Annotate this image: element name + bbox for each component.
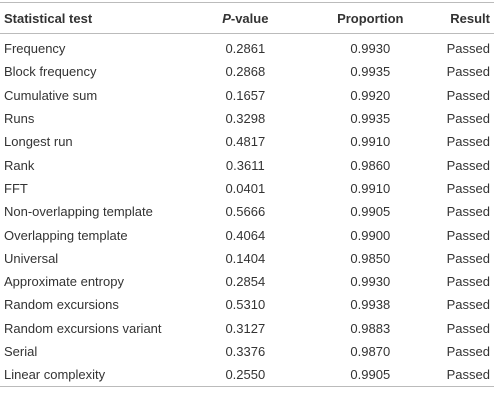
table-cell: 0.9850 bbox=[350, 250, 391, 266]
table-header: Statistical test P-value Proportion Result bbox=[0, 2, 494, 34]
table-cell: Passed bbox=[446, 367, 490, 383]
table-cell: 0.9870 bbox=[350, 344, 391, 359]
table-cell: 0.3611 bbox=[225, 157, 265, 173]
table-cell: 0.1657 bbox=[225, 87, 266, 103]
table-cell: 0.2868 bbox=[225, 64, 266, 80]
table-cell: Passed bbox=[446, 320, 490, 336]
table-cell: Passed bbox=[446, 64, 490, 80]
table-cell: Passed bbox=[446, 250, 490, 266]
table-cell: 0.9920 bbox=[350, 87, 391, 103]
table-cell: 0.4817 bbox=[225, 134, 266, 150]
table-cell: Overlapping template bbox=[4, 227, 128, 243]
table-cell: 0.2861 bbox=[225, 41, 266, 57]
table-cell: 0.9910 bbox=[350, 134, 391, 150]
table-cell: 0.3298 bbox=[225, 111, 266, 127]
table-cell: Random excursions bbox=[4, 297, 119, 313]
table-cell: Passed bbox=[446, 204, 490, 220]
table-cell: Passed bbox=[446, 227, 490, 243]
table-cell: Universal bbox=[4, 250, 59, 266]
table-cell: Passed bbox=[446, 134, 490, 150]
table-cell: Cumulative sum bbox=[4, 87, 98, 103]
table-cell: 0.3127 bbox=[225, 320, 266, 336]
table-cell: 0.9905 bbox=[350, 367, 391, 383]
table-row: FFT 0.0401 0.9910 Passed bbox=[0, 177, 494, 200]
results-table: Statistical test P-value Proportion Result … bbox=[0, 2, 494, 387]
table-cell: 0.9935 bbox=[350, 111, 391, 127]
table-cell: Passed bbox=[446, 41, 490, 57]
table-cell: Non-overlapping template bbox=[4, 204, 153, 220]
table-cell: 0.5666 bbox=[225, 204, 266, 220]
table-cell: 0.9900 bbox=[350, 227, 391, 243]
header-cell: Statistical test bbox=[4, 10, 93, 26]
table-cell: Longest run bbox=[4, 134, 73, 150]
table-row: Serial 0.3376 0.9870 Passed bbox=[0, 340, 494, 363]
table-cell: Random excursions variant bbox=[4, 320, 162, 336]
table-cell: Passed bbox=[446, 344, 490, 359]
table-row: Random excursions 0.5310 0.9938 Passed bbox=[0, 293, 494, 316]
table-cell: Block frequency bbox=[4, 64, 97, 80]
table-row: Rank 0.3611 0.9860 Passed bbox=[0, 153, 494, 176]
table-body: Frequency 0.2861 0.9930 Passed Block frequen… bbox=[0, 34, 494, 387]
table-cell: Serial bbox=[4, 344, 38, 359]
table-cell: 0.1404 bbox=[225, 250, 266, 266]
table-cell: 0.4064 bbox=[225, 227, 266, 243]
table-cell: 0.0401 bbox=[225, 180, 266, 196]
table-cell: 0.9930 bbox=[350, 41, 391, 57]
table-cell: Passed bbox=[446, 297, 490, 313]
table-cell: 0.2854 bbox=[225, 274, 266, 290]
table-row: Runs 0.3298 0.9935 Passed bbox=[0, 107, 494, 130]
table-cell: Frequency bbox=[4, 41, 66, 57]
table-cell: FFT bbox=[4, 180, 28, 196]
header-row: Statistical test P-value Proportion Result bbox=[0, 2, 494, 34]
table-cell: Passed bbox=[446, 180, 490, 196]
table-cell: 0.9938 bbox=[350, 297, 391, 313]
table-cell: 0.5310 bbox=[225, 297, 266, 313]
table-cell: 0.9905 bbox=[350, 204, 391, 220]
table-row: Cumulative sum 0.1657 0.9920 Passed bbox=[0, 84, 494, 107]
table-cell: Runs bbox=[4, 111, 35, 127]
table-cell: 0.9935 bbox=[350, 64, 391, 80]
header-cell: P-value bbox=[193, 3, 298, 34]
header-cell: Proportion bbox=[337, 10, 404, 26]
table-cell: Passed bbox=[446, 157, 490, 173]
table-row: Longest run 0.4817 0.9910 Passed bbox=[0, 130, 494, 153]
table-row: Linear complexity 0.2550 0.9905 Passed bbox=[0, 363, 494, 387]
table-cell: Passed bbox=[446, 87, 490, 103]
table-cell: Passed bbox=[446, 274, 490, 290]
table-cell: Linear complexity bbox=[4, 367, 106, 383]
table-row: Random excursions variant 0.3127 0.9883 Pas… bbox=[0, 317, 494, 340]
table-row: Approximate entropy 0.2854 0.9930 Passed bbox=[0, 270, 494, 293]
table-cell: Rank bbox=[4, 157, 35, 173]
table-row: Universal 0.1404 0.9850 Passed bbox=[0, 247, 494, 270]
header-cell: Result bbox=[450, 10, 490, 26]
table-cell: Passed bbox=[446, 111, 490, 127]
table-row: Non-overlapping template 0.5666 0.9905 Pass… bbox=[0, 200, 494, 223]
table-cell: 0.9910 bbox=[350, 180, 391, 196]
header-text: -value bbox=[230, 10, 269, 26]
table-cell: Approximate entropy bbox=[4, 274, 124, 290]
table-cell: 0.9883 bbox=[350, 320, 391, 336]
header-text: P bbox=[222, 10, 231, 26]
table-cell: 0.3376 bbox=[225, 344, 266, 359]
table-row: Block frequency 0.2868 0.9935 Passed bbox=[0, 60, 494, 83]
table-cell: 0.9930 bbox=[350, 274, 391, 290]
table-cell: 0.2550 bbox=[225, 367, 266, 383]
table-row: Overlapping template 0.4064 0.9900 Passed bbox=[0, 223, 494, 246]
table-cell: 0.9860 bbox=[350, 157, 391, 173]
table-row: Frequency 0.2861 0.9930 Passed bbox=[0, 34, 494, 61]
